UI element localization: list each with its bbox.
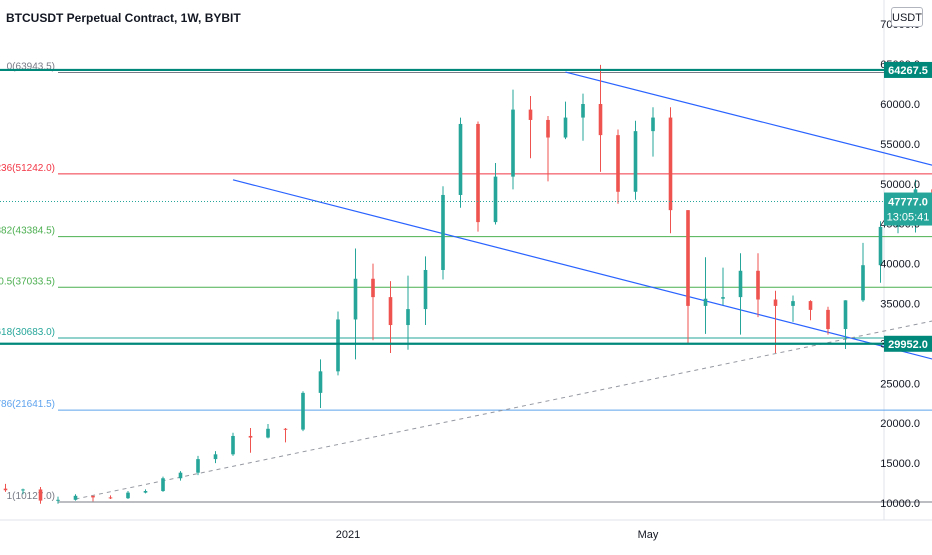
candle-body-up — [144, 491, 148, 493]
candle-body-up — [126, 493, 130, 499]
candle-body-up — [354, 279, 358, 320]
candle-body-up — [406, 309, 410, 325]
candle-countdown-label: 13:05:41 — [887, 212, 930, 224]
fib-level-label: 0.5(37033.5) — [0, 276, 55, 287]
candle-body-down — [686, 210, 690, 306]
candle-body-up — [214, 454, 218, 459]
candle-body-up — [56, 500, 60, 501]
candle-body-down — [546, 120, 550, 138]
candle-body-up — [564, 118, 568, 138]
candle-body-up — [739, 271, 743, 297]
candle-body-up — [231, 436, 235, 454]
candle-body-down — [249, 436, 253, 438]
y-tick-label: 25000.0 — [880, 378, 920, 390]
y-tick-label: 15000.0 — [880, 458, 920, 470]
candle-body-down — [756, 271, 760, 300]
candle-body-up — [844, 300, 848, 329]
candle-body-down — [284, 429, 288, 430]
candle-body-up — [179, 473, 183, 479]
candle-body-up — [581, 104, 585, 118]
candle-body-up — [861, 265, 865, 300]
candle-body-down — [109, 497, 113, 498]
last-price-label: 47777.0 — [888, 197, 928, 209]
candle-body-up — [161, 478, 165, 491]
candle-body-up — [459, 124, 463, 195]
candle-body-down — [476, 124, 480, 222]
currency-button[interactable]: USDT — [891, 7, 923, 27]
candle-body-up — [196, 459, 200, 473]
candle-body-down — [371, 279, 375, 297]
candle-body-down — [616, 135, 620, 192]
candle-body-down — [809, 301, 813, 310]
candle-body-up — [74, 496, 78, 500]
horizontal-level-tag-label: 29952.0 — [888, 339, 928, 351]
candle-body-up — [301, 393, 305, 430]
candle-body-down — [4, 489, 8, 491]
candle-body-up — [721, 297, 725, 299]
candle-body-down — [774, 300, 778, 306]
x-tick-label: May — [638, 529, 659, 541]
y-tick-label: 10000.0 — [880, 498, 920, 510]
candle-body-up — [21, 489, 25, 490]
candle-body-up — [494, 177, 498, 222]
candle-body-up — [319, 371, 323, 393]
candle-body-down — [91, 496, 95, 498]
chart-title: BTCUSDT Perpetual Contract, 1W, BYBIT — [6, 11, 241, 25]
candle-body-up — [266, 429, 270, 438]
y-tick-label: 60000.0 — [880, 99, 920, 111]
candle-body-down — [529, 110, 533, 120]
candle-body-up — [634, 131, 638, 192]
candle-body-up — [791, 301, 795, 306]
fib-level-label: 0.382(43384.5) — [0, 226, 55, 237]
fib-level-label: 0.618(30683.0) — [0, 327, 55, 338]
x-tick-label: 2021 — [336, 529, 360, 541]
candle-body-up — [336, 319, 340, 371]
candle-body-down — [826, 310, 830, 329]
candle-body-down — [599, 104, 603, 135]
candle-body-up — [441, 195, 445, 270]
fib-level-label: 1(10127.0) — [7, 491, 55, 502]
y-tick-label: 50000.0 — [880, 179, 920, 191]
y-tick-label: 55000.0 — [880, 139, 920, 151]
y-tick-label: 35000.0 — [880, 299, 920, 311]
candle-body-down — [669, 118, 673, 211]
candle-body-down — [39, 489, 43, 500]
candle-body-up — [511, 110, 515, 177]
candle-body-up — [424, 270, 428, 309]
horizontal-level-tag-label: 64267.5 — [888, 65, 928, 77]
candle-body-up — [651, 118, 655, 132]
y-tick-label: 20000.0 — [880, 418, 920, 430]
candle-body-down — [389, 297, 393, 325]
fib-level-label: 0.786(21641.5) — [0, 399, 55, 410]
y-tick-label: 40000.0 — [880, 259, 920, 271]
candle-body-up — [704, 299, 708, 306]
fib-level-label: 0.236(51242.0) — [0, 163, 55, 174]
